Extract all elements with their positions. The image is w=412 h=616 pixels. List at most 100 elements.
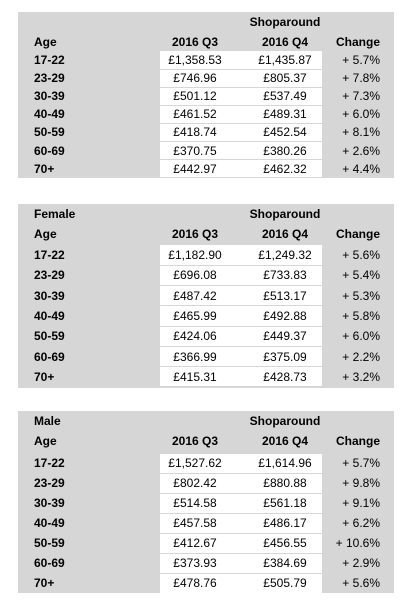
q3-value: £373.93 bbox=[173, 556, 217, 570]
table: Female Shoparound Age 2016 Q3 2016 Q4 Change 1… bbox=[18, 204, 394, 388]
q4-value: £449.37 bbox=[263, 329, 307, 344]
age-label: 40-49 bbox=[34, 107, 65, 122]
q4-value: £537.49 bbox=[263, 89, 307, 104]
column-header: 2016 Q4 bbox=[261, 227, 309, 241]
q4-value: £505.79 bbox=[263, 576, 307, 590]
age-label: 70+ bbox=[34, 161, 55, 176]
cell-background bbox=[160, 245, 322, 265]
group-title: Shoparound bbox=[249, 207, 321, 221]
cell-background bbox=[160, 573, 322, 593]
column-header: Age bbox=[34, 434, 57, 448]
age-label: 50-59 bbox=[34, 329, 65, 344]
age-label: 40-49 bbox=[34, 308, 65, 323]
age-label: 23-29 bbox=[34, 476, 65, 490]
column-header: 2016 Q4 bbox=[261, 434, 309, 448]
change-value: + 10.6% bbox=[335, 536, 380, 550]
change-value: + 5.6% bbox=[342, 248, 380, 262]
cell-background bbox=[160, 306, 322, 326]
cell-background bbox=[160, 87, 322, 105]
cell-background bbox=[160, 285, 322, 306]
column-header: 2016 Q3 bbox=[171, 35, 219, 49]
age-label: 30-39 bbox=[34, 89, 65, 104]
cell-background bbox=[160, 105, 322, 123]
cell-background bbox=[160, 513, 322, 533]
q3-value: £514.58 bbox=[173, 496, 217, 510]
q3-value: £457.58 bbox=[173, 516, 217, 530]
age-label: 60-69 bbox=[34, 556, 65, 570]
column-header: Change bbox=[335, 227, 380, 241]
age-label: 17-22 bbox=[34, 456, 65, 470]
q4-value: £733.83 bbox=[263, 268, 307, 283]
change-value: + 8.1% bbox=[342, 125, 380, 140]
age-label: 60-69 bbox=[34, 143, 65, 158]
q4-value: £380.26 bbox=[263, 143, 307, 158]
column-header: 2016 Q3 bbox=[171, 227, 219, 241]
q4-value: £1,614.96 bbox=[258, 456, 312, 470]
change-value: + 9.8% bbox=[342, 476, 380, 490]
q3-value: £1,527.62 bbox=[168, 456, 222, 470]
q4-value: £1,249.32 bbox=[258, 248, 312, 262]
cell-background bbox=[160, 473, 322, 493]
q3-value: £478.76 bbox=[173, 576, 217, 590]
q4-value: £486.17 bbox=[263, 516, 307, 530]
column-header: 2016 Q3 bbox=[171, 434, 219, 448]
column-header: Change bbox=[335, 434, 380, 448]
column-header: Change bbox=[335, 35, 380, 49]
q4-value: £492.88 bbox=[263, 308, 307, 323]
table-label: Female bbox=[34, 207, 76, 221]
column-header: Age bbox=[34, 227, 57, 241]
column-header: 2016 Q4 bbox=[261, 35, 309, 49]
q3-value: £424.06 bbox=[173, 329, 217, 344]
table: Shoparound Age 2016 Q3 2016 Q4 Change 17-22 £1… bbox=[18, 12, 394, 178]
age-label: 17-22 bbox=[34, 53, 65, 67]
change-value: + 7.3% bbox=[342, 89, 380, 104]
age-label: 23-29 bbox=[34, 71, 65, 86]
q3-value: £366.99 bbox=[173, 349, 217, 364]
change-value: + 5.6% bbox=[342, 576, 380, 590]
group-title: Shoparound bbox=[249, 15, 321, 29]
cell-background bbox=[160, 123, 322, 141]
group-title: Shoparound bbox=[249, 414, 321, 428]
change-value: + 5.8% bbox=[342, 308, 380, 323]
cell-background bbox=[160, 69, 322, 87]
q4-value: £880.88 bbox=[263, 476, 307, 490]
change-value: + 7.8% bbox=[342, 71, 380, 86]
q4-value: £1,435.87 bbox=[258, 53, 312, 67]
age-label: 60-69 bbox=[34, 349, 65, 364]
table-label: Male bbox=[34, 414, 61, 428]
q3-value: £802.42 bbox=[173, 476, 217, 490]
q3-value: £442.97 bbox=[173, 161, 217, 176]
q4-value: £561.18 bbox=[263, 496, 307, 510]
cell-background bbox=[160, 141, 322, 160]
cell-background bbox=[160, 265, 322, 285]
table: Male Shoparound Age 2016 Q3 2016 Q4 Change 17-… bbox=[18, 411, 394, 593]
change-value: + 6.2% bbox=[342, 516, 380, 530]
age-label: 30-39 bbox=[34, 496, 65, 510]
change-value: + 2.6% bbox=[342, 143, 380, 158]
cell-background bbox=[160, 553, 322, 573]
q4-value: £452.54 bbox=[263, 125, 307, 140]
age-label: 40-49 bbox=[34, 516, 65, 530]
q3-value: £746.96 bbox=[173, 71, 217, 86]
change-value: + 6.0% bbox=[342, 107, 380, 122]
cell-background bbox=[160, 533, 322, 553]
age-label: 50-59 bbox=[34, 125, 65, 140]
age-label: 23-29 bbox=[34, 268, 65, 283]
cell-background bbox=[160, 51, 322, 69]
q4-value: £375.09 bbox=[263, 349, 307, 364]
q4-value: £805.37 bbox=[263, 71, 307, 86]
change-value: + 6.0% bbox=[342, 329, 380, 344]
change-value: + 4.4% bbox=[342, 161, 380, 176]
change-value: + 3.2% bbox=[342, 369, 380, 384]
q3-value: £465.99 bbox=[173, 308, 217, 323]
q3-value: £415.31 bbox=[173, 369, 217, 384]
q4-value: £489.31 bbox=[263, 107, 307, 122]
cell-background bbox=[160, 346, 322, 367]
change-value: + 5.7% bbox=[342, 456, 380, 470]
q3-value: £1,358.53 bbox=[168, 53, 222, 67]
q3-value: £461.52 bbox=[173, 107, 217, 122]
q3-value: £696.08 bbox=[173, 268, 217, 283]
q4-value: £513.17 bbox=[263, 288, 307, 303]
age-label: 70+ bbox=[34, 576, 55, 590]
